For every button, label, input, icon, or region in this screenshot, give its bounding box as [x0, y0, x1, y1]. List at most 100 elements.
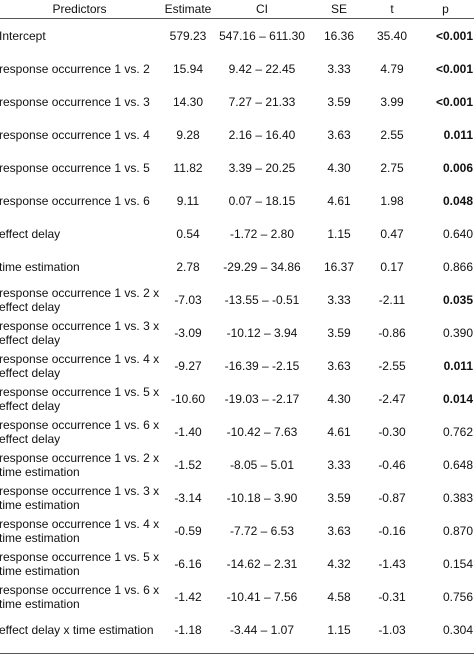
- p-cell: 0.870: [442, 523, 473, 538]
- p-cell: 0.014: [442, 391, 473, 406]
- table-row: response occurrence 1 vs. 3 x time estim…: [0, 481, 474, 514]
- header-cell: p: [416, 0, 474, 19]
- ci-cell: 547.16 – 611.30: [219, 28, 305, 43]
- predictor-cell: effect delay x time estimation: [0, 622, 154, 637]
- estimate-cell: -9.27: [174, 358, 202, 373]
- predictor-cell: response occurrence 1 vs. 6: [0, 193, 150, 208]
- predictor-cell: response occurrence 1 vs. 4 x effect del…: [0, 351, 160, 380]
- t-cell: -2.55: [378, 358, 406, 373]
- se-cell: 3.59: [327, 490, 351, 505]
- ci-cell: -10.41 – 7.56: [226, 589, 298, 604]
- predictor-cell: effect delay: [0, 226, 61, 241]
- table-row: response occurrence 1 vs. 2 x time estim…: [0, 448, 474, 481]
- estimate-cell: -3.14: [174, 490, 202, 505]
- se-cell: 4.58: [327, 589, 351, 604]
- header-cell: Estimate: [162, 0, 214, 19]
- ci-cell: 2.16 – 16.40: [228, 127, 296, 142]
- p-cell: <0.001: [435, 94, 473, 109]
- ci-cell: -29.29 – 34.86: [223, 259, 301, 274]
- ci-cell: -1.72 – 2.80: [229, 226, 295, 241]
- ci-cell: 7.27 – 21.33: [228, 94, 296, 109]
- estimate-cell: 0.54: [176, 226, 200, 241]
- t-cell: -0.46: [378, 457, 406, 472]
- p-cell: 0.035: [442, 292, 473, 307]
- p-cell: 0.383: [442, 490, 473, 505]
- table-row: response occurrence 1 vs. 5 11.82 3.39 – 2…: [0, 151, 474, 184]
- predictor-cell: response occurrence 1 vs. 3 x effect del…: [0, 318, 160, 347]
- se-cell: 3.59: [327, 94, 351, 109]
- predictor-cell: response occurrence 1 vs. 5 x time estim…: [0, 549, 160, 578]
- t-cell: -0.30: [378, 424, 406, 439]
- se-cell: 3.63: [327, 127, 351, 142]
- t-cell: 0.17: [380, 259, 404, 274]
- table-row: response occurrence 1 vs. 6 x time estim…: [0, 580, 474, 613]
- estimate-cell: 2.78: [176, 259, 200, 274]
- table-row: response occurrence 1 vs. 5 x effect del…: [0, 382, 474, 415]
- p-cell: 0.866: [442, 259, 473, 274]
- t-cell: 3.99: [380, 94, 404, 109]
- table-row: response occurrence 1 vs. 6 x effect del…: [0, 415, 474, 448]
- se-cell: 1.15: [327, 622, 351, 637]
- ci-cell: -13.55 – -0.51: [224, 292, 300, 307]
- estimate-cell: 9.11: [176, 193, 200, 208]
- se-cell: 1.15: [327, 226, 351, 241]
- ci-cell: -7.72 – 6.53: [229, 523, 295, 538]
- table-row: response occurrence 1 vs. 2 x effect del…: [0, 283, 474, 316]
- predictor-cell: response occurrence 1 vs. 3 x time estim…: [0, 483, 160, 512]
- se-cell: 3.33: [327, 61, 351, 76]
- ci-cell: -10.18 – 3.90: [226, 490, 298, 505]
- ci-cell: -8.05 – 5.01: [229, 457, 295, 472]
- table-row: response occurrence 1 vs. 4 x time estim…: [0, 514, 474, 547]
- ci-cell: -19.03 – -2.17: [224, 391, 300, 406]
- predictor-cell: response occurrence 1 vs. 5 x effect del…: [0, 384, 160, 413]
- estimate-cell: -0.59: [174, 523, 202, 538]
- estimate-cell: 14.30: [172, 94, 204, 109]
- se-cell: 3.59: [327, 325, 351, 340]
- predictor-cell: response occurrence 1 vs. 2: [0, 61, 150, 76]
- ci-cell: -14.62 – 2.31: [226, 556, 298, 571]
- estimate-cell: -3.09: [174, 325, 202, 340]
- p-cell: 0.640: [442, 226, 473, 241]
- se-cell: 4.61: [327, 424, 351, 439]
- p-cell: 0.006: [442, 160, 473, 175]
- estimate-cell: -1.40: [174, 424, 202, 439]
- se-cell: 3.63: [327, 358, 351, 373]
- t-cell: -1.43: [378, 556, 406, 571]
- estimate-cell: -1.18: [174, 622, 202, 637]
- ci-cell: 0.07 – 18.15: [228, 193, 296, 208]
- ci-cell: 9.42 – 22.45: [228, 61, 296, 76]
- p-cell: 0.756: [442, 589, 473, 604]
- estimate-cell: -1.52: [174, 457, 202, 472]
- table-row: response occurrence 1 vs. 6 9.11 0.07 – 18…: [0, 184, 474, 217]
- p-cell: 0.011: [443, 127, 473, 142]
- table-row: response occurrence 1 vs. 5 x time estim…: [0, 547, 474, 580]
- estimate-cell: -10.60: [170, 391, 206, 406]
- estimate-cell: 11.82: [173, 160, 203, 175]
- header-cell: CI: [214, 0, 310, 19]
- ci-cell: 3.39 – 20.25: [228, 160, 296, 175]
- header-cell: t: [368, 0, 416, 19]
- t-cell: 0.47: [380, 226, 404, 241]
- ci-cell: -10.42 – 7.63: [226, 424, 298, 439]
- t-cell: -0.31: [378, 589, 406, 604]
- header-cell: SE: [310, 0, 368, 19]
- table-row: effect delay 0.54 -1.72 – 2.80 1.15 0.47 0.64…: [0, 217, 474, 250]
- table-row: response occurrence 1 vs. 4 x effect del…: [0, 349, 474, 382]
- t-cell: 2.75: [380, 160, 404, 175]
- se-cell: 3.63: [327, 523, 351, 538]
- predictor-cell: time estimation: [0, 259, 80, 274]
- p-cell: <0.001: [435, 28, 473, 43]
- p-cell: 0.648: [442, 457, 473, 472]
- p-cell: 0.304: [442, 622, 473, 637]
- t-cell: 4.79: [380, 61, 404, 76]
- predictor-cell: response occurrence 1 vs. 2 x effect del…: [0, 285, 160, 314]
- t-cell: -0.16: [378, 523, 406, 538]
- t-cell: 2.55: [380, 127, 404, 142]
- estimate-cell: -7.03: [174, 292, 202, 307]
- t-cell: -0.87: [378, 490, 406, 505]
- predictor-cell: response occurrence 1 vs. 6 x time estim…: [0, 582, 160, 611]
- p-cell: 0.048: [442, 193, 473, 208]
- estimate-cell: -6.16: [174, 556, 202, 571]
